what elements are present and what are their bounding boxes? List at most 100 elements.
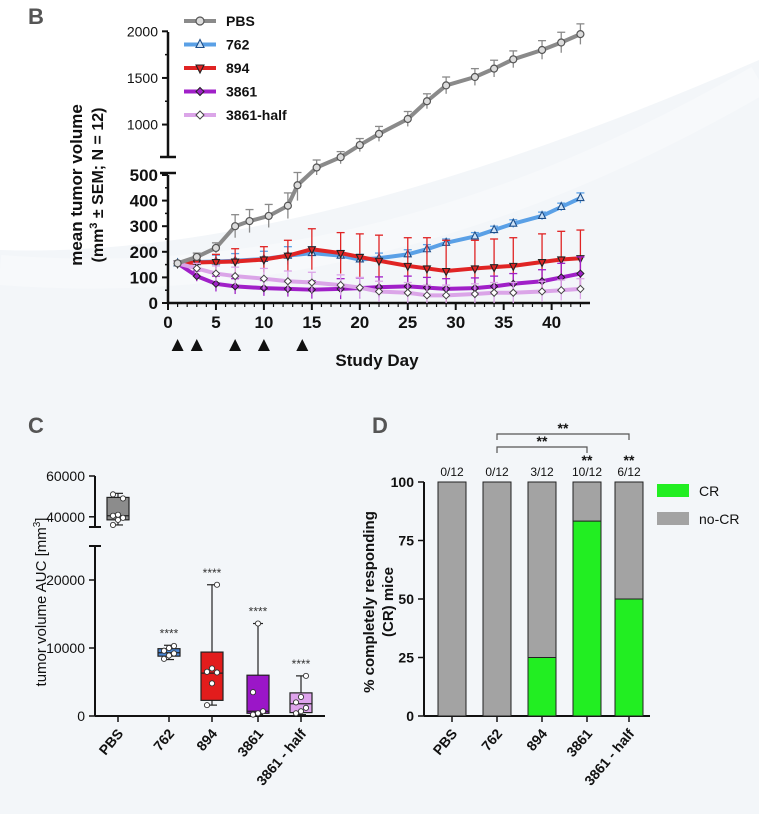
b-data-point	[442, 81, 451, 90]
b-data-point	[441, 267, 451, 277]
c-data-point	[170, 642, 178, 650]
b-data-point	[509, 55, 518, 64]
b-legend-marker	[195, 64, 205, 75]
d-legend-label: no-CR	[699, 511, 739, 527]
b-data-point	[576, 284, 585, 294]
d-bar-group-3861: 10/12**	[572, 452, 602, 717]
d-bracket-label: **	[537, 433, 548, 449]
b-y-tick-label-upper: 1000	[127, 117, 158, 133]
d-y-tick-label: 50	[398, 591, 414, 607]
c-data-point	[114, 511, 122, 518]
panel-b-series	[173, 23, 585, 303]
c-box-3861 - half: ****	[289, 657, 313, 717]
d-significance-bracket: **	[496, 420, 630, 440]
b-x-tick-label: 25	[398, 313, 417, 332]
c-data-point	[109, 512, 117, 519]
b-data-point	[173, 259, 182, 268]
y-sub-pre: (mm	[90, 229, 107, 263]
b-legend-label: 3861-half	[226, 107, 287, 123]
b-data-point	[230, 271, 240, 281]
b-data-point	[211, 243, 221, 253]
panel-b-x-axis-title: Study Day	[335, 351, 419, 370]
c-data-point	[292, 699, 300, 706]
b-data-point	[312, 163, 321, 172]
c-data-point	[254, 620, 262, 627]
d-fraction-label: 3/12	[530, 465, 554, 479]
b-data-point	[422, 265, 432, 275]
b-data-point	[557, 285, 566, 295]
d-legend-label: CR	[699, 483, 719, 499]
c-data-point	[109, 491, 117, 498]
b-data-point	[374, 287, 384, 296]
c-y-tick-label: 0	[77, 708, 85, 724]
b-data-point	[576, 30, 585, 39]
b-data-point	[355, 253, 365, 263]
d-bar-cr	[614, 598, 644, 717]
b-y-tick-label: 200	[130, 243, 158, 262]
c-significance-stars: ****	[249, 605, 268, 619]
b-legend-label: 894	[226, 60, 250, 76]
b-data-point	[470, 230, 480, 240]
b-data-point	[537, 287, 547, 296]
b-dosing-arrowhead	[296, 339, 309, 351]
panel-b-line-chart: 0 100 200 300 400 500 1000 1500 2000 0 5 10 15 20 25 30…	[67, 13, 590, 370]
c-data-point	[292, 710, 300, 717]
b-data-point	[231, 222, 240, 231]
b-data-point	[283, 277, 293, 286]
d-bar-no-cr	[614, 481, 644, 600]
b-x-tick-label: 30	[446, 313, 465, 332]
b-data-point	[403, 288, 412, 297]
d-bracket-label: **	[558, 420, 569, 436]
panel-d-legend: CR no-CR	[657, 483, 739, 527]
b-data-point	[374, 129, 384, 138]
d-bar-no-cr	[482, 481, 512, 717]
b-series-3861-half	[173, 259, 585, 303]
b-data-point	[537, 45, 547, 55]
c-data-point	[259, 708, 267, 715]
panel-b-y-axis-title: mean tumor volume	[67, 104, 86, 266]
d-bar-cr	[572, 520, 602, 717]
c-data-point	[203, 668, 211, 675]
b-x-tick-label: 15	[302, 313, 321, 332]
b-dosing-arrowhead	[171, 339, 184, 351]
c-y-tick-label-upper: 40000	[46, 509, 85, 525]
b-data-point	[259, 256, 269, 266]
b-data-point	[336, 280, 345, 290]
y-sub-sup: 3	[88, 223, 100, 229]
b-dosing-arrowhead	[229, 339, 242, 351]
b-data-point	[211, 258, 221, 268]
b-data-point	[489, 224, 499, 234]
b-data-point	[192, 264, 201, 273]
b-x-tick-label: 40	[542, 313, 561, 332]
c-data-point	[109, 521, 117, 529]
b-data-point	[336, 250, 346, 259]
d-y-tick-label: 100	[391, 474, 415, 490]
c-data-point	[213, 581, 221, 588]
c-ylabel-post: ]	[33, 518, 50, 522]
b-x-tick-label: 5	[211, 313, 220, 332]
b-data-point	[307, 246, 317, 255]
y-sub-post: ± SEM; N = 12)	[90, 108, 107, 223]
b-data-point	[307, 278, 317, 287]
c-data-point	[160, 647, 168, 654]
c-data-point	[302, 672, 310, 679]
b-data-point	[508, 262, 518, 272]
c-y-tick-label: 10000	[46, 640, 85, 656]
b-data-point	[264, 211, 273, 221]
b-data-point	[403, 114, 412, 124]
panel-b-y-axis-subtitle: (mm3 ± SEM; N = 12)	[88, 108, 107, 263]
b-legend-label: 762	[226, 37, 250, 53]
c-data-point	[203, 702, 211, 709]
b-data-point	[259, 274, 269, 283]
b-data-point	[489, 288, 499, 297]
b-data-point	[556, 201, 566, 211]
b-legend-label: 3861	[226, 84, 257, 100]
d-fraction-label: 0/12	[485, 465, 509, 479]
b-data-point	[293, 181, 302, 190]
c-data-point	[254, 710, 262, 717]
c-box-PBS	[106, 491, 130, 529]
c-data-point	[165, 644, 173, 652]
d-bracket-line	[496, 446, 588, 453]
background-swoosh	[0, 60, 759, 814]
b-y-tick-label: 100	[130, 268, 158, 287]
